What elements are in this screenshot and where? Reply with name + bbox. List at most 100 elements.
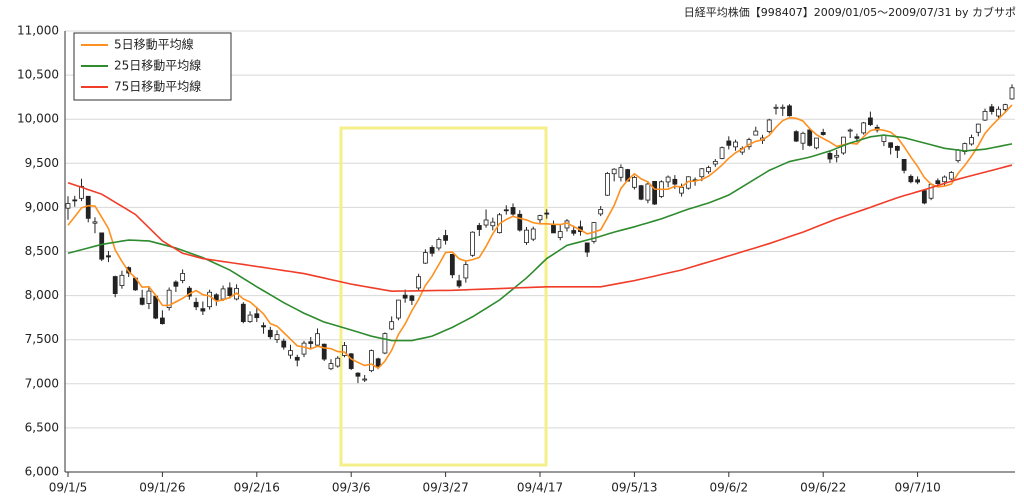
candle-body <box>375 358 381 367</box>
candle-body <box>847 129 853 132</box>
candle-body <box>436 239 442 249</box>
candle-body <box>712 160 718 165</box>
x-tick-label: 09/4/17 <box>517 481 563 495</box>
candle-body <box>665 176 671 183</box>
y-tick-label: 8,000 <box>25 288 59 302</box>
candle-body <box>854 136 860 139</box>
candle-body <box>79 185 84 199</box>
candle-body <box>254 313 260 319</box>
candle-body <box>180 273 186 281</box>
legend-label: 5日移動平均線 <box>114 37 194 52</box>
candle-body <box>814 137 819 149</box>
candle-body <box>227 287 233 297</box>
candle-body <box>827 153 833 160</box>
chart-title: 日経平均株価【998407】2009/01/05～2009/07/31 by カ… <box>684 5 1016 19</box>
candle-body <box>787 105 792 117</box>
candle-body <box>422 252 428 264</box>
candle-body <box>820 132 826 135</box>
candle-body <box>112 276 118 294</box>
candle-body <box>894 145 900 151</box>
y-tick-label: 7,000 <box>25 376 59 390</box>
ma-line <box>67 104 1013 370</box>
candle-body <box>395 299 401 319</box>
candle-body <box>868 117 873 125</box>
candle-body <box>1009 87 1015 100</box>
highlight-box <box>339 126 548 467</box>
candle-body <box>780 106 786 109</box>
candle-body <box>146 290 152 304</box>
candle-body <box>369 350 374 372</box>
candle-body <box>611 168 617 175</box>
candle-body <box>645 183 651 201</box>
candle-body <box>321 343 327 360</box>
candle-body <box>679 187 684 194</box>
x-tick-label: 09/2/16 <box>234 481 280 495</box>
candle-body <box>261 325 266 328</box>
x-tick-label: 09/3/27 <box>422 481 468 495</box>
legend-label: 75日移動平均線 <box>114 79 201 94</box>
x-tick-label: 09/5/13 <box>611 481 657 495</box>
candle-body <box>915 179 920 183</box>
candle-body <box>551 224 556 234</box>
candle-body <box>173 281 179 287</box>
y-tick-label: 8,500 <box>25 244 59 258</box>
candle-body <box>530 228 536 240</box>
ma-line <box>67 164 1013 292</box>
candle-body <box>881 135 887 142</box>
candle-body <box>72 199 78 202</box>
candle-body <box>220 288 226 300</box>
candle-body <box>537 215 543 221</box>
candle-body <box>463 264 469 279</box>
x-tick-label: 09/6/2 <box>709 481 748 495</box>
candle-body <box>989 106 995 112</box>
candle-body <box>429 247 435 254</box>
y-tick-label: 10,500 <box>17 68 59 82</box>
candle-body <box>92 221 98 224</box>
candle-body <box>443 235 449 241</box>
candle-body <box>861 122 867 134</box>
candle-body <box>982 111 988 121</box>
x-tick-label: 09/1/5 <box>49 481 88 495</box>
candle-body <box>308 341 314 344</box>
candle-body <box>348 353 354 369</box>
candle-body <box>901 159 907 171</box>
candle-body <box>598 209 604 215</box>
candle-body <box>382 333 388 354</box>
candle-body <box>571 230 577 234</box>
candle-body <box>921 190 927 204</box>
candle-body <box>773 106 779 109</box>
candle-body <box>159 317 165 325</box>
candle-body <box>119 274 125 286</box>
candle-body <box>274 334 280 341</box>
y-tick-label: 9,000 <box>25 200 59 214</box>
candle-body <box>766 119 772 132</box>
candle-body <box>975 123 981 133</box>
candle-body <box>733 141 738 148</box>
candle-body <box>389 321 395 330</box>
candle-body <box>139 297 145 305</box>
candle-body <box>672 178 678 185</box>
candle-body <box>85 195 91 219</box>
candle-body <box>416 276 422 289</box>
candle-body <box>240 303 246 323</box>
candle-body <box>955 149 961 162</box>
candle-body <box>362 378 368 381</box>
y-tick-label: 7,500 <box>25 332 59 346</box>
candle-body <box>706 167 711 173</box>
candle-body <box>942 176 947 183</box>
candle-body <box>153 295 159 319</box>
candle-body <box>584 242 590 253</box>
candle-body <box>288 350 293 356</box>
candle-body <box>834 154 840 158</box>
candle-body <box>996 108 1001 117</box>
candle-body <box>557 231 563 238</box>
y-tick-label: 6,500 <box>25 420 59 434</box>
candle-body <box>503 209 509 212</box>
ma-line <box>67 134 1013 342</box>
y-tick-label: 10,000 <box>17 112 59 126</box>
candle-body <box>213 294 219 301</box>
candle-body <box>544 212 550 215</box>
candle-body <box>490 221 496 227</box>
candle-body <box>470 231 475 256</box>
